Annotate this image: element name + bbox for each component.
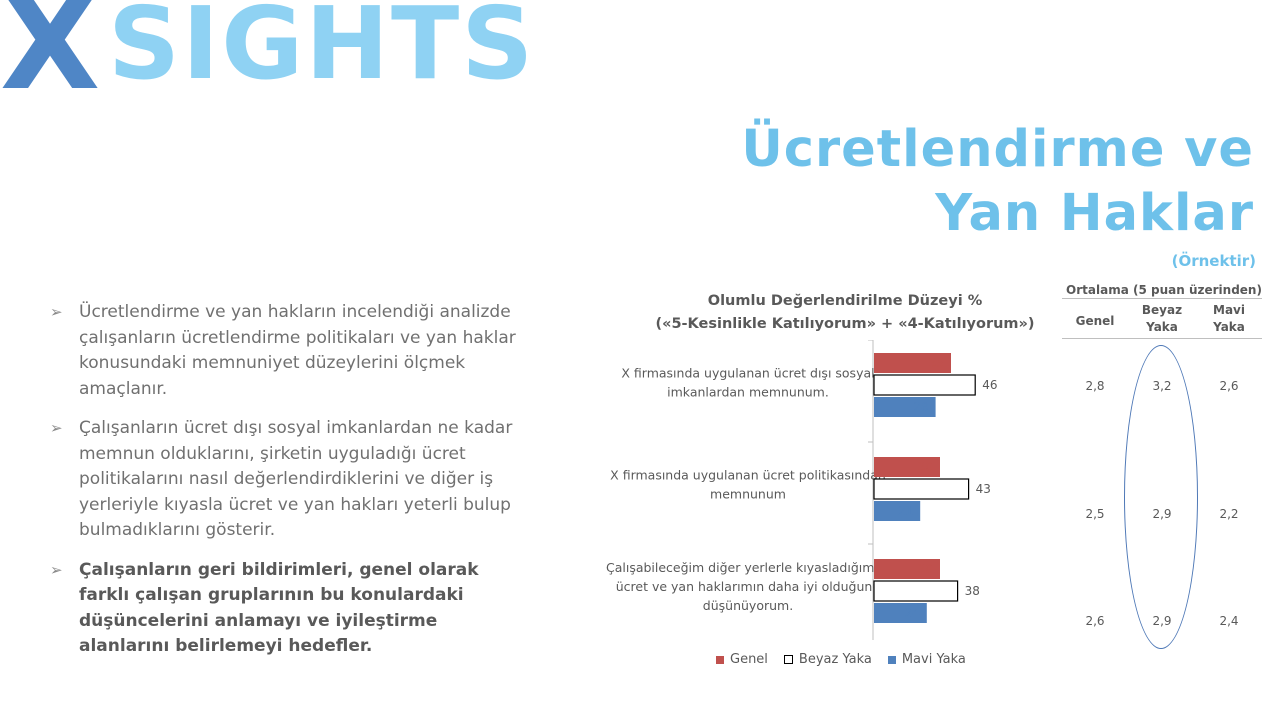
bar-value-label: 28 [913,400,928,414]
avg-cell: 2,6 [1219,379,1239,393]
bar-value-label: 46 [982,378,997,392]
category-label: Çalışabileceğim diğer yerlerle kıyasladı… [606,560,890,575]
category-label: imkanlardan memnunum. [667,385,829,400]
bar-genel [874,353,951,373]
bar-chart: X firmasında uygulanan ücret dışı sosyal… [606,340,997,640]
category-label: ücret ve yan haklarımın daha iyi olduğun… [616,579,881,594]
bar-mavi-yaka [874,603,927,623]
highlight-oval [1124,345,1198,649]
bar-value-label: 21 [898,504,913,518]
bar-value-label: 30 [918,562,933,576]
category-label: düşünüyorum. [703,598,793,613]
category-label: X firmasında uygulanan ücret dışı sosyal [621,366,874,381]
averages-divider-top [1062,298,1262,299]
category-label: X firmasında uygulanan ücret politikasın… [610,468,886,483]
page-title: Ücretlendirme ve Yan Haklar [741,118,1254,246]
arrow-bullet-icon: ➢ [50,419,63,437]
arrow-bullet-icon: ➢ [50,560,63,579]
logo-x-letter: X [0,0,100,100]
legend-swatch-mavi-yaka [887,655,896,664]
bar-value-label: 24 [905,606,920,620]
chart-legend: Genel Beyaz Yaka Mavi Yaka [716,652,966,667]
bullet-item: ➢ Çalışanların ücret dışı sosyal imkanla… [50,416,520,544]
bullet-list: ➢ Ücretlendirme ve yan hakların incelend… [50,300,520,674]
averages-col-mavi-yaka: Mavi Yaka [1213,303,1245,334]
avg-cell: 2,2 [1219,507,1239,521]
bar-genel [874,559,940,579]
averages-title: Ortalama (5 puan üzerinden) [1066,283,1262,297]
legend-swatch-beyaz-yaka [783,655,793,664]
bullet-item: ➢ Çalışanların geri bildirimleri, genel … [50,558,520,660]
bar-value-label: 35 [929,356,944,370]
bar-mavi-yaka [874,501,921,521]
bar-mavi-yaka [874,397,936,417]
avg-cell: 2,4 [1219,614,1239,628]
page-subtitle: (Örnektir) [1171,252,1256,270]
bar-beyaz-yaka [873,478,970,500]
bar-value-label: 43 [976,482,991,496]
chart-title: Olumlu Değerlendirilme Düzeyi % («5-Kesi… [640,290,1050,336]
bar-beyaz-yaka [873,580,959,602]
page-title-line1: Ücretlendirme ve [741,120,1254,179]
bar-genel [874,457,940,477]
averages-col-beyaz-yaka: Beyaz Yaka [1141,303,1183,334]
legend-label: Mavi Yaka [901,652,966,667]
bar-beyaz-yaka [873,374,976,396]
logo-sights-text: SIGHTS [108,0,535,100]
avg-cell: 2,5 [1085,507,1105,521]
averages-divider-header [1062,338,1262,339]
bullet-text: Çalışanların ücret dışı sosyal imkanlard… [79,418,513,540]
category-label: memnunum [710,487,786,502]
chart-subtitle-line: («5-Kesinlikle Katılıyorum» + «4-Katılıy… [655,316,1035,332]
legend-item-beyaz-yaka: Beyaz Yaka [783,652,872,667]
legend-item-genel: Genel [716,652,768,667]
bar-value-label: 38 [965,584,980,598]
bar-value-label: 30 [918,460,933,474]
legend-swatch-genel [716,655,724,664]
legend-label: Beyaz Yaka [798,652,872,667]
bullet-text: Çalışanların geri bildirimleri, genel ol… [79,559,479,657]
legend-label: Genel [730,652,768,667]
legend-item-mavi-yaka: Mavi Yaka [887,652,966,667]
chart-title-line: Olumlu Değerlendirilme Düzeyi % [707,293,983,309]
averages-col-genel: Genel [1075,314,1115,328]
avg-cell: 2,6 [1085,614,1105,628]
bullet-item: ➢ Ücretlendirme ve yan hakların incelend… [50,300,520,402]
arrow-bullet-icon: ➢ [50,303,63,321]
avg-cell: 2,8 [1085,379,1105,393]
xsights-logo: X SIGHTS [0,0,540,100]
bullet-text: Ücretlendirme ve yan hakların incelendiğ… [79,302,516,399]
page-title-line2: Yan Haklar [935,184,1254,243]
